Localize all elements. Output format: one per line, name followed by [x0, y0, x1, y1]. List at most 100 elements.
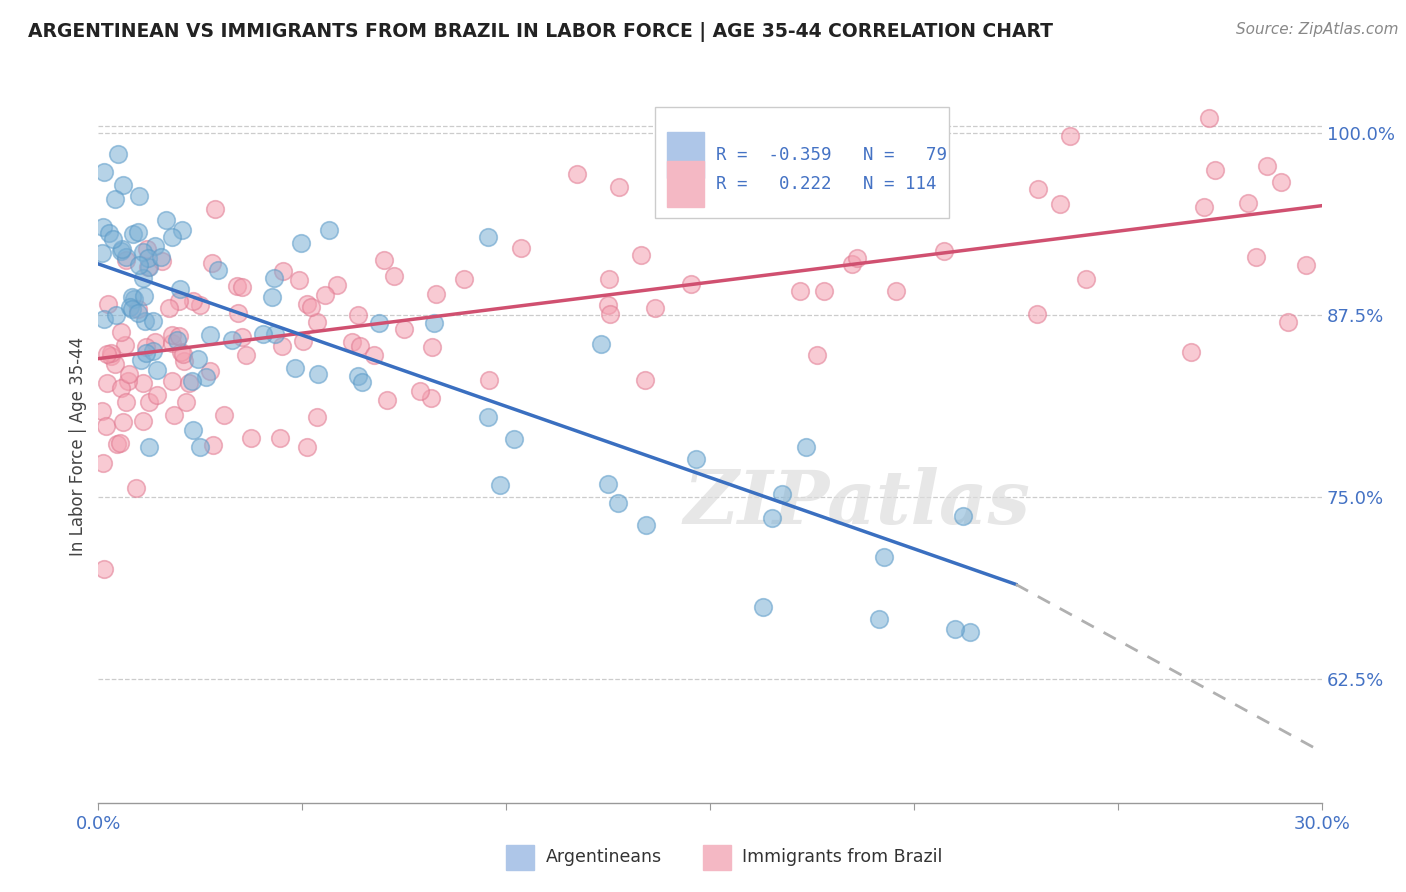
Point [636, 517, 658, 532]
Point [212, 408, 235, 422]
Point [367, 316, 389, 330]
Point [423, 316, 446, 330]
Point [96, 376, 118, 390]
Point [240, 431, 263, 445]
Point [129, 353, 152, 368]
Point [110, 381, 132, 395]
Point [181, 423, 204, 437]
Point [269, 431, 291, 445]
Point [384, 268, 406, 283]
Point [162, 374, 184, 388]
Point [115, 395, 138, 409]
Point [138, 260, 160, 274]
Point [149, 250, 172, 264]
Point [297, 440, 319, 454]
Point [340, 334, 363, 349]
Point [318, 222, 340, 236]
Point [299, 300, 322, 314]
Point [201, 255, 224, 269]
Point [170, 223, 193, 237]
Point [135, 346, 157, 360]
Point [347, 308, 370, 322]
Point [162, 328, 184, 343]
Point [295, 297, 318, 311]
Point [174, 395, 197, 409]
Point [599, 307, 621, 321]
Point [188, 298, 211, 312]
Point [157, 301, 180, 315]
Point [96, 347, 118, 361]
Point [607, 496, 630, 510]
Point [607, 180, 630, 194]
Point [132, 289, 155, 303]
Point [194, 369, 217, 384]
Point [204, 202, 226, 216]
Point [292, 334, 315, 348]
Point [169, 282, 191, 296]
Point [91, 246, 114, 260]
Point [634, 373, 657, 387]
Point [349, 339, 371, 353]
Point [187, 352, 209, 367]
Point [409, 384, 432, 398]
Point [169, 294, 191, 309]
Point [934, 244, 956, 258]
Point [1277, 315, 1299, 329]
Point [96, 419, 118, 434]
Point [225, 278, 247, 293]
Point [93, 165, 115, 179]
Point [207, 262, 229, 277]
Point [873, 549, 896, 564]
Point [166, 333, 188, 347]
Point [813, 284, 835, 298]
Point [221, 333, 243, 347]
Point [326, 278, 349, 293]
Point [346, 369, 368, 384]
Point [591, 337, 613, 351]
Point [1059, 129, 1081, 144]
Point [111, 415, 134, 429]
Point [111, 242, 134, 256]
Point [751, 599, 773, 614]
Point [284, 360, 307, 375]
Point [1076, 272, 1098, 286]
Text: R =   0.222   N = 114: R = 0.222 N = 114 [716, 175, 936, 193]
Point [172, 347, 194, 361]
Point [789, 284, 811, 298]
Point [91, 404, 114, 418]
Point [122, 293, 145, 307]
Point [107, 146, 129, 161]
Point [131, 244, 153, 259]
Point [127, 305, 149, 319]
Point [180, 374, 202, 388]
Point [121, 290, 143, 304]
Point [761, 510, 783, 524]
Point [146, 362, 169, 376]
FancyBboxPatch shape [655, 107, 949, 218]
Point [132, 376, 155, 391]
Point [794, 441, 817, 455]
Point [1295, 258, 1317, 272]
Point [179, 376, 201, 391]
Point [127, 225, 149, 239]
Text: Argentineans: Argentineans [546, 848, 662, 866]
FancyBboxPatch shape [668, 132, 704, 178]
Point [110, 244, 132, 258]
Point [101, 232, 124, 246]
Point [288, 273, 311, 287]
Point [1180, 344, 1202, 359]
Point [104, 357, 127, 371]
Point [263, 271, 285, 285]
Point [1244, 250, 1267, 264]
Point [567, 167, 589, 181]
Point [132, 414, 155, 428]
Point [959, 625, 981, 640]
Point [681, 277, 703, 291]
Point [100, 349, 122, 363]
Point [350, 376, 373, 390]
Point [952, 509, 974, 524]
Text: Immigrants from Brazil: Immigrants from Brazil [742, 848, 943, 866]
Point [685, 452, 707, 467]
Point [91, 456, 114, 470]
Point [422, 340, 444, 354]
